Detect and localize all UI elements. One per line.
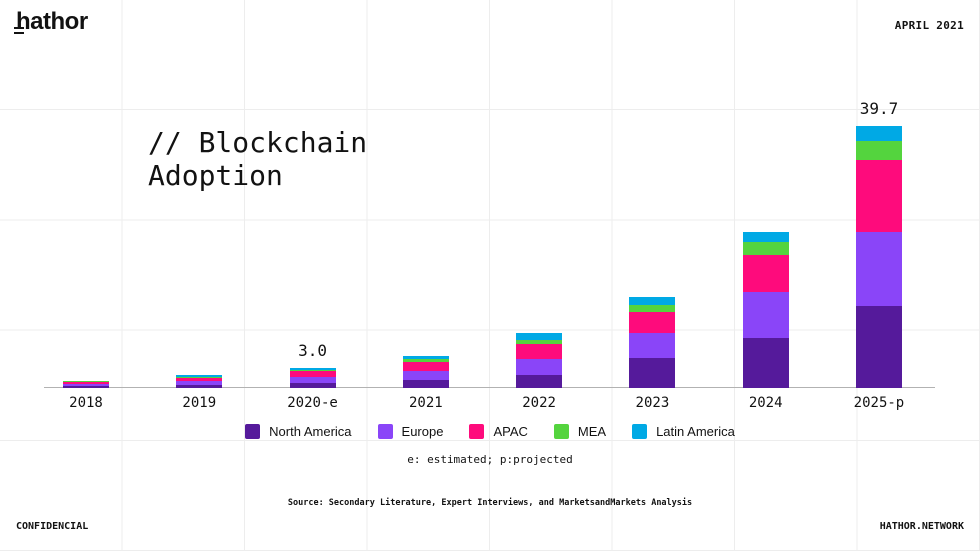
bar-segment-europe bbox=[629, 332, 676, 358]
bar-2018 bbox=[63, 380, 109, 388]
legend-swatch-icon bbox=[377, 424, 393, 439]
legend-label: North America bbox=[269, 424, 352, 439]
x-axis-label-2020-e: 2020-e bbox=[287, 395, 338, 411]
bar-segment-latin-america bbox=[516, 333, 563, 340]
bar-segment-north-america bbox=[855, 306, 902, 388]
bar-segment-north-america bbox=[402, 380, 449, 388]
legend-item-latin-america: Latin America bbox=[632, 424, 735, 439]
logo-hbar-icon bbox=[14, 27, 24, 30]
hathor-logo: hathor bbox=[14, 8, 88, 36]
chart-title: // Blockchain Adoption bbox=[148, 126, 368, 192]
bar-segment-europe bbox=[63, 383, 109, 387]
legend-item-north-america: North America bbox=[245, 424, 352, 439]
bar-2021 bbox=[402, 356, 449, 388]
bar-segment-apac bbox=[855, 160, 902, 233]
legend-item-mea: MEA bbox=[553, 424, 607, 439]
bar-segment-apac bbox=[516, 344, 563, 359]
bar-segment-north-america bbox=[289, 383, 336, 388]
bar-segment-europe bbox=[516, 358, 563, 376]
legend-label: Europe bbox=[401, 424, 444, 439]
bar-segment-mea bbox=[516, 339, 563, 345]
x-axis-label-2019: 2019 bbox=[182, 395, 217, 411]
bar-segment-latin-america bbox=[402, 356, 449, 359]
legend-swatch-icon bbox=[469, 424, 485, 439]
bar-segment-apac bbox=[289, 371, 336, 378]
bar-segment-apac bbox=[742, 254, 789, 292]
bar-segment-mea bbox=[855, 141, 902, 161]
bar-segment-apac bbox=[63, 381, 109, 384]
bar-segment-mea bbox=[629, 304, 676, 313]
legend-item-apac: APAC bbox=[469, 424, 528, 439]
bar-segment-apac bbox=[176, 377, 223, 382]
x-axis-label-2021: 2021 bbox=[408, 395, 443, 411]
bar-2020-e bbox=[289, 368, 336, 388]
legend-label: Latin America bbox=[656, 424, 735, 439]
bar-segment-europe bbox=[176, 381, 223, 386]
legend-label: MEA bbox=[577, 424, 607, 439]
bar-segment-latin-america bbox=[855, 126, 902, 142]
bar-segment-mea bbox=[176, 376, 223, 378]
x-axis-label-2024: 2024 bbox=[748, 395, 783, 411]
logo-text: hathor bbox=[16, 8, 88, 35]
x-axis-label-2018: 2018 bbox=[69, 395, 103, 411]
bar-2023 bbox=[629, 296, 676, 388]
bar-segment-latin-america bbox=[176, 375, 223, 377]
bar-2019 bbox=[176, 375, 223, 388]
date-label: APRIL 2021 bbox=[894, 19, 964, 32]
source-line: Source: Secondary Literature, Expert Int… bbox=[287, 498, 693, 508]
x-axis-label-2025-p: 2025-p bbox=[853, 395, 905, 411]
bar-segment-europe bbox=[855, 232, 902, 307]
confidential-label: CONFIDENCIAL bbox=[16, 521, 89, 532]
bar-segment-europe bbox=[742, 291, 789, 338]
bar-segment-mea bbox=[402, 359, 449, 362]
bar-segment-mea bbox=[742, 242, 789, 255]
bar-2025-p bbox=[855, 126, 902, 388]
legend-item-europe: Europe bbox=[377, 424, 444, 439]
bar-segment-north-america bbox=[176, 385, 223, 388]
hathor-network-label: HATHOR.NETWORK bbox=[879, 521, 964, 532]
legend-swatch-icon bbox=[632, 424, 648, 439]
bar-segment-europe bbox=[289, 377, 336, 384]
bar-segment-north-america bbox=[516, 375, 563, 388]
value-label-2025-p: 39.7 bbox=[859, 98, 899, 118]
logo-hbar-icon bbox=[14, 31, 24, 34]
bar-segment-apac bbox=[402, 361, 449, 371]
legend-label: APAC bbox=[493, 424, 528, 439]
x-axis-label-2022: 2022 bbox=[522, 395, 556, 411]
bar-segment-apac bbox=[629, 312, 676, 333]
bar-segment-europe bbox=[402, 370, 449, 381]
bar-2022 bbox=[516, 333, 563, 388]
value-label-2020-e: 3.0 bbox=[298, 341, 327, 361]
x-axis-label-2023: 2023 bbox=[635, 395, 670, 411]
bar-segment-north-america bbox=[742, 337, 789, 388]
bar-segment-latin-america bbox=[629, 296, 676, 305]
x-axis-line bbox=[44, 387, 935, 389]
bar-2024 bbox=[742, 232, 789, 388]
footnote: e: estimated; p:projected bbox=[407, 453, 573, 466]
legend-swatch-icon bbox=[553, 424, 569, 439]
bar-segment-north-america bbox=[629, 357, 676, 388]
bar-segment-latin-america bbox=[742, 232, 789, 243]
bar-segment-north-america bbox=[63, 386, 109, 388]
bar-segment-latin-america bbox=[289, 368, 336, 370]
bar-segment-mea bbox=[289, 369, 336, 372]
chart-legend: North America Europe APAC MEA Latin America bbox=[0, 424, 980, 439]
bar-segment-mea bbox=[63, 381, 109, 382]
legend-swatch-icon bbox=[245, 424, 261, 439]
